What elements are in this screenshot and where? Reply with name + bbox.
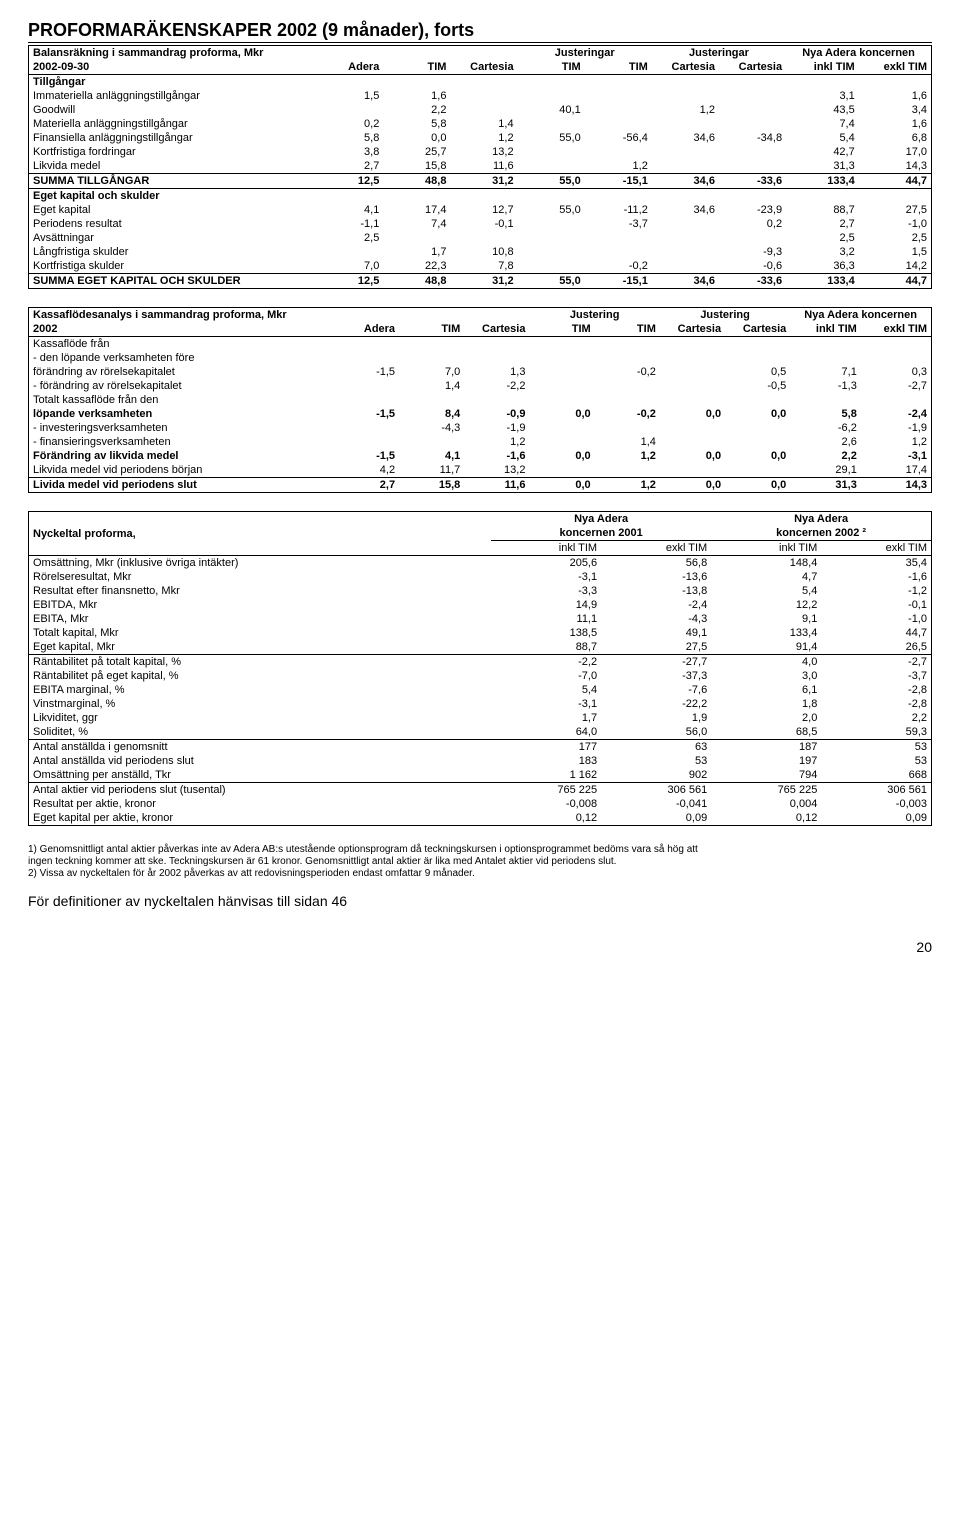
table-row: Likvida medel vid periodens början4,211,…: [29, 463, 932, 478]
table1-total-0: SUMMA TILLGÅNGAR12,548,831,255,0-15,134,…: [29, 174, 932, 189]
table1-header2: 2002-09-30AderaTIMCartesiaTIMTIMCartesia…: [29, 60, 932, 75]
table2-total: Livida medel vid periodens slut2,715,811…: [29, 478, 932, 493]
table-row: Långfristiga skulder1,710,8-9,33,21,5: [29, 245, 932, 259]
table-row: Förändring av likvida medel-1,54,1-1,60,…: [29, 449, 932, 463]
table-row: förändring av rörelsekapitalet-1,57,01,3…: [29, 365, 932, 379]
table3-header1: Nyckeltal proforma,Nya AderaNya Adera: [29, 512, 932, 527]
table-row: Antal anställda i genomsnitt1776318753: [29, 740, 932, 755]
table-row: Rörelseresultat, Mkr-3,1-13,64,7-1,6: [29, 570, 932, 584]
table-row: Räntabilitet på totalt kapital, %-2,2-27…: [29, 655, 932, 670]
table3-header2: inkl TIMexkl TIMinkl TIMexkl TIM: [29, 541, 932, 556]
table-row: - finansieringsverksamheten1,21,42,61,2: [29, 435, 932, 449]
balance-table: Balansräkning i sammandrag proforma, Mkr…: [28, 45, 932, 289]
table-row: Antal aktier vid periodens slut (tusenta…: [29, 783, 932, 798]
table-row: Vinstmarginal, %-3,1-22,21,8-2,8: [29, 697, 932, 711]
table-row: Kortfristiga skulder7,022,37,8-0,2-0,636…: [29, 259, 932, 274]
table-row: Immateriella anläggningstillgångar1,51,6…: [29, 89, 932, 103]
table-row: Räntabilitet på eget kapital, %-7,0-37,3…: [29, 669, 932, 683]
table-row: Totalt kapital, Mkr138,549,1133,444,7: [29, 626, 932, 640]
table-row: Finansiella anläggningstillgångar5,80,01…: [29, 131, 932, 145]
table-row: Soliditet, %64,056,068,559,3: [29, 725, 932, 740]
table-row: - investeringsverksamheten-4,3-1,9-6,2-1…: [29, 421, 932, 435]
table-row: - förändring av rörelsekapitalet1,4-2,2-…: [29, 379, 932, 393]
table-row: EBITA, Mkr11,1-4,39,1-1,0: [29, 612, 932, 626]
table1-total-1: SUMMA EGET KAPITAL OCH SKULDER12,548,831…: [29, 274, 932, 289]
footnote-1b: ingen teckning kommer att ske. Tecknings…: [28, 856, 932, 867]
ratios-table: Nyckeltal proforma,Nya AderaNya Aderakon…: [28, 511, 932, 826]
table-row: löpande verksamheten-1,58,4-0,90,0-0,20,…: [29, 407, 932, 421]
table-row: EBITA marginal, %5,4-7,66,1-2,8: [29, 683, 932, 697]
table-row: Eget kapital per aktie, kronor0,120,090,…: [29, 811, 932, 826]
final-note: För definitioner av nyckeltalen hänvisas…: [28, 893, 932, 909]
section-0: Tillgångar: [29, 75, 932, 90]
table-row: Kassaflöde från: [29, 337, 932, 352]
section-1: Eget kapital och skulder: [29, 189, 932, 204]
table-row: Resultat efter finansnetto, Mkr-3,3-13,8…: [29, 584, 932, 598]
table1-header1: Balansräkning i sammandrag proforma, Mkr…: [29, 46, 932, 61]
table-row: EBITDA, Mkr14,9-2,412,2-0,1: [29, 598, 932, 612]
table-row: Goodwill2,240,11,243,53,4: [29, 103, 932, 117]
table-row: - den löpande verksamheten före: [29, 351, 932, 365]
table-row: Likvida medel2,715,811,61,231,314,3: [29, 159, 932, 174]
footnote-1: 1) Genomsnittligt antal aktier påverkas …: [28, 844, 932, 855]
cashflow-table: Kassaflödesanalys i sammandrag proforma,…: [28, 307, 932, 493]
table-row: Resultat per aktie, kronor-0,008-0,0410,…: [29, 797, 932, 811]
table-row: Eget kapital, Mkr88,727,591,426,5: [29, 640, 932, 655]
page-number: 20: [28, 939, 932, 955]
table-row: Totalt kassaflöde från den: [29, 393, 932, 407]
table-row: Materiella anläggningstillgångar0,25,81,…: [29, 117, 932, 131]
table-row: Likviditet, ggr1,71,92,02,2: [29, 711, 932, 725]
table-row: Antal anställda vid periodens slut183531…: [29, 754, 932, 768]
table-row: Periodens resultat-1,17,4-0,1-3,70,22,7-…: [29, 217, 932, 231]
table-row: Eget kapital4,117,412,755,0-11,234,6-23,…: [29, 203, 932, 217]
page-title: PROFORMARÄKENSKAPER 2002 (9 månader), fo…: [28, 20, 932, 43]
table-row: Kortfristiga fordringar3,825,713,242,717…: [29, 145, 932, 159]
table2-header2: 2002AderaTIMCartesiaTIMTIMCartesiaCartes…: [29, 322, 932, 337]
table-row: Omsättning per anställd, Tkr1 1629027946…: [29, 768, 932, 783]
table-row: Avsättningar2,52,52,5: [29, 231, 932, 245]
footnote-2: 2) Vissa av nyckeltalen för år 2002 påve…: [28, 868, 932, 879]
table2-header1: Kassaflödesanalys i sammandrag proforma,…: [29, 308, 932, 323]
table-row: Omsättning, Mkr (inklusive övriga intäkt…: [29, 556, 932, 571]
